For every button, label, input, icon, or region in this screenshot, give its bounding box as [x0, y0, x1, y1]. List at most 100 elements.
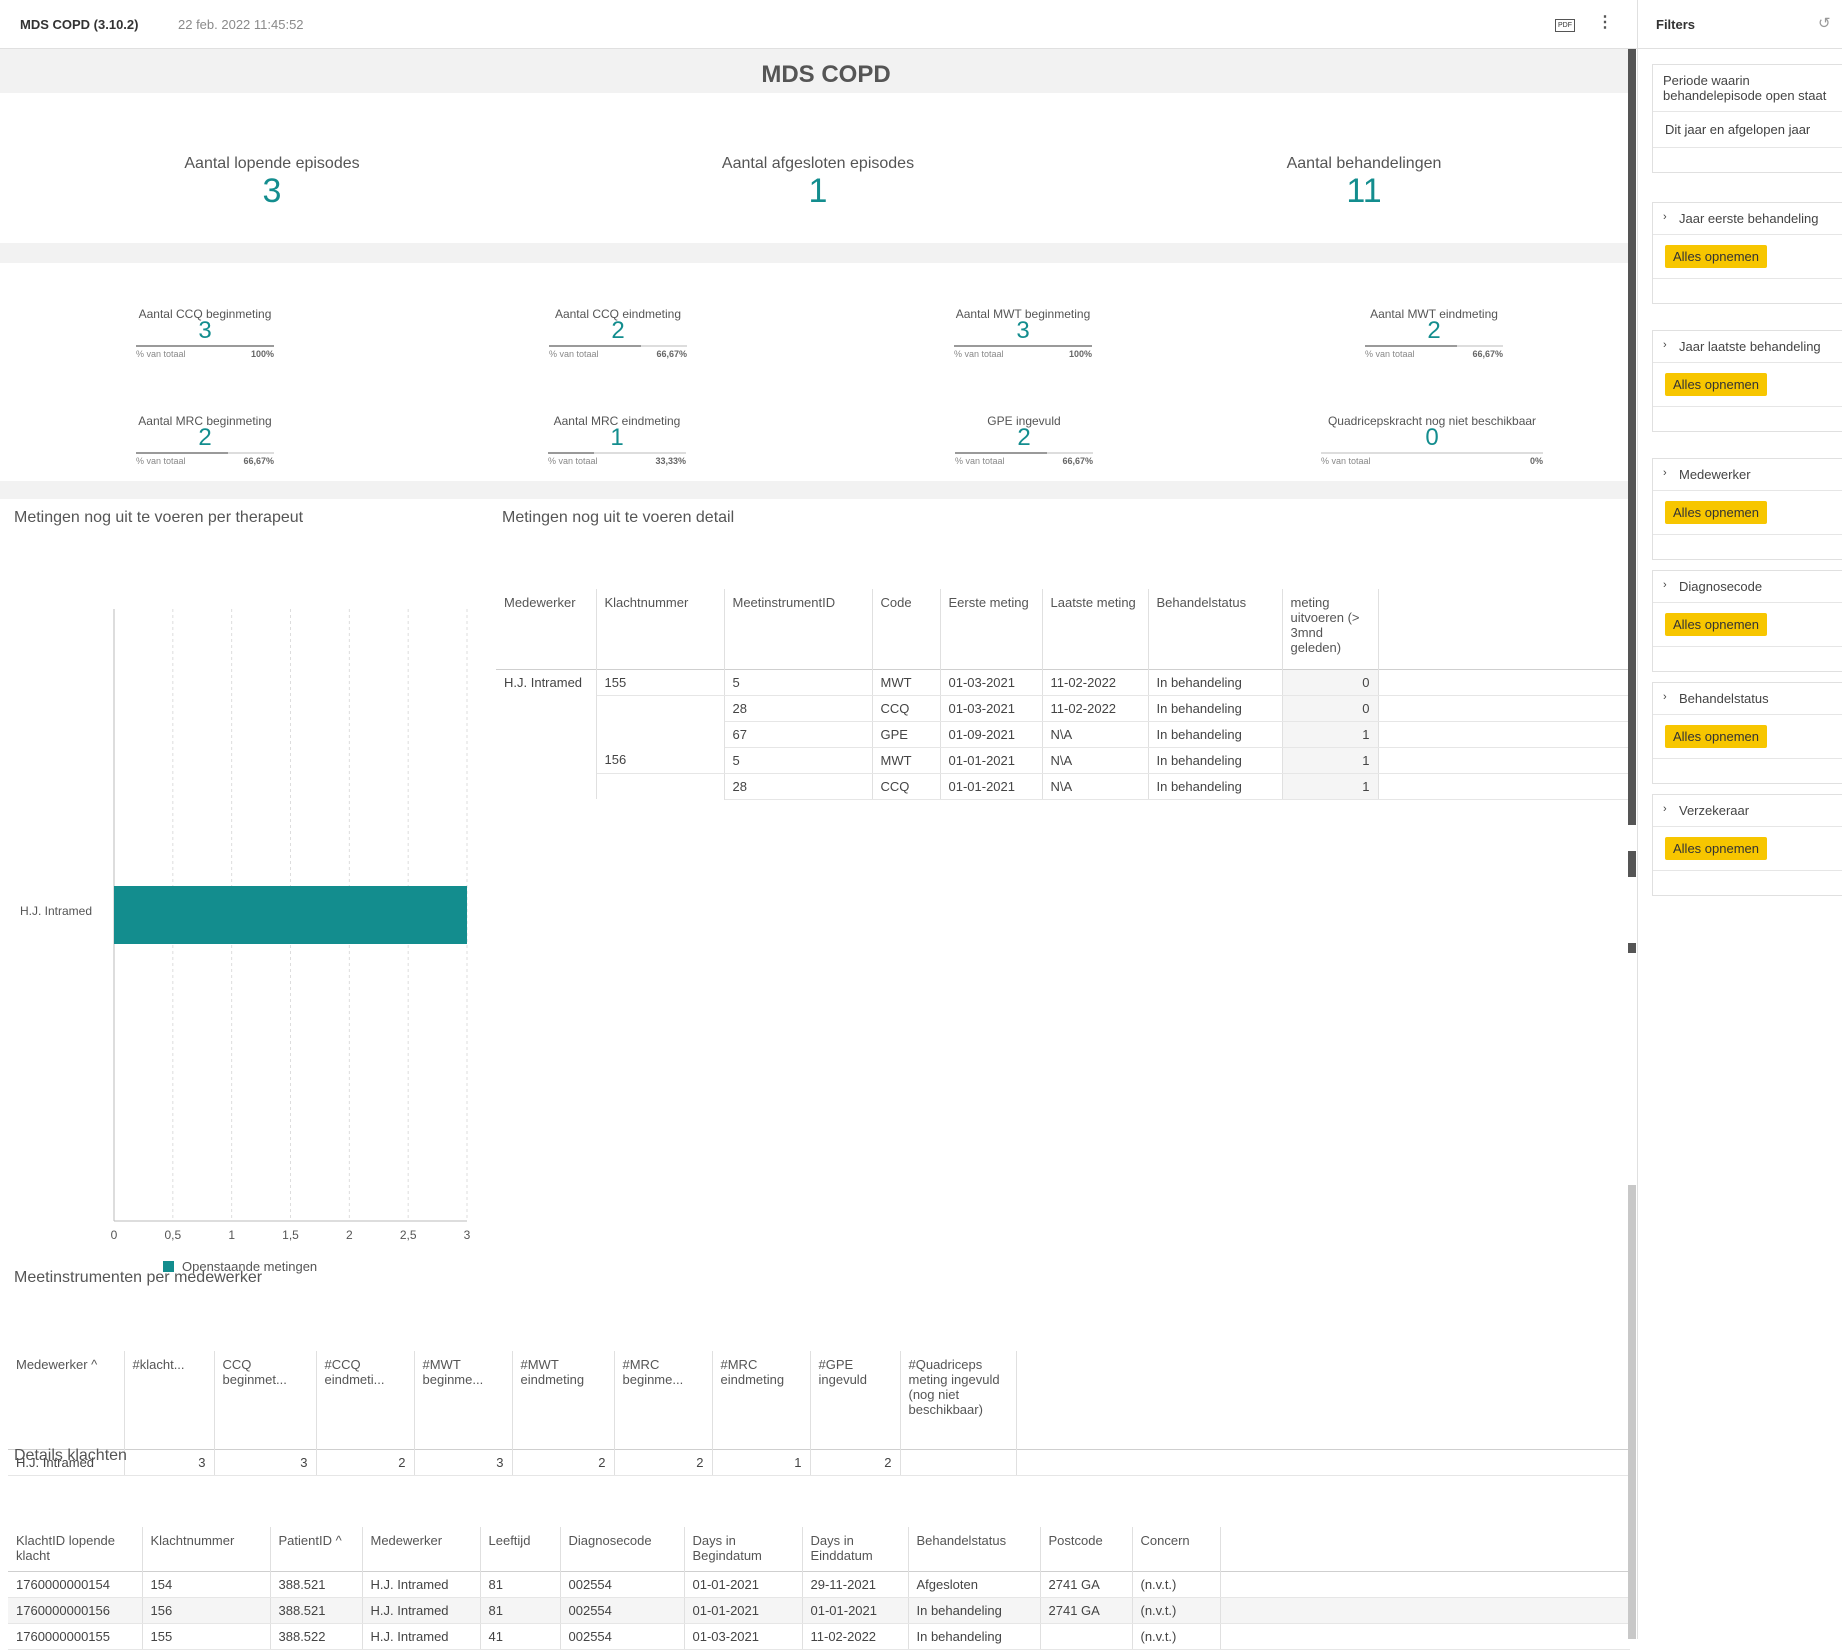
pct-value: 100%: [250, 349, 274, 359]
klacht-col-header[interactable]: Diagnosecode: [560, 1527, 685, 1571]
alles-opnemen-button[interactable]: Alles opnemen: [1665, 501, 1767, 524]
table-row[interactable]: 1760000000155 155 388.522 H.J. Intramed 41 00…: [8, 1623, 1630, 1650]
table-cell: 29-11-2021: [802, 1571, 909, 1598]
sort-asc-icon[interactable]: ^: [331, 1533, 342, 1548]
filter-header[interactable]: › Jaar laatste behandeling: [1653, 331, 1842, 363]
reset-icon[interactable]: ↺: [1818, 15, 1831, 32]
klacht-col-header[interactable]: Days in Einddatum: [802, 1527, 909, 1571]
meet-table: Medewerker ^ #klacht... CCQ beginmet... #CC…: [8, 1351, 1630, 1476]
pct-label: % van totaal: [955, 456, 1005, 466]
table-cell: In behandeling: [1148, 669, 1283, 696]
detail-col-header[interactable]: MeetinstrumentID: [724, 589, 873, 669]
table-cell: [496, 747, 597, 773]
table-cell: [496, 695, 597, 721]
klacht-col-header[interactable]: PatientID ^: [270, 1527, 363, 1571]
meet-col-header[interactable]: CCQ beginmet...: [214, 1351, 317, 1449]
klacht-col-header[interactable]: Klachtnummer: [142, 1527, 271, 1571]
table-cell: CCQ: [872, 773, 941, 800]
table-row[interactable]: 1760000000154 154 388.521 H.J. Intramed 81 00…: [8, 1571, 1630, 1598]
table-cell: 0: [1282, 695, 1379, 722]
table-row[interactable]: H.J. Intramed 3 3 2 3 2 2 1 2: [8, 1449, 1630, 1476]
x-tick-label: 1,5: [282, 1228, 299, 1242]
klacht-col-header[interactable]: Medewerker: [362, 1527, 481, 1571]
table-cell: [596, 721, 725, 747]
klacht-col-header[interactable]: Behandelstatus: [908, 1527, 1041, 1571]
detail-col-header[interactable]: Behandelstatus: [1148, 589, 1283, 669]
meet-title: Meetinstrumenten per medewerker: [14, 1269, 263, 1286]
meet-body: H.J. Intramed 3 3 2 3 2 2 1 2: [8, 1449, 1630, 1476]
alles-opnemen-button[interactable]: Alles opnemen: [1665, 373, 1767, 396]
klacht-col-header[interactable]: Days in Begindatum: [684, 1527, 803, 1571]
filter-periode-value[interactable]: Dit jaar en afgelopen jaar: [1653, 112, 1842, 148]
scrollbar-thumb[interactable]: [1628, 49, 1636, 825]
detail-col-header[interactable]: Code: [872, 589, 941, 669]
bar[interactable]: [114, 886, 467, 944]
legend-swatch: [163, 1261, 174, 1272]
table-cell: H.J. Intramed: [8, 1449, 125, 1476]
table-cell: 2741 GA: [1040, 1597, 1133, 1624]
meet-col-header[interactable]: #MWT beginme...: [414, 1351, 513, 1449]
table-row[interactable]: 67 GPE 01-09-2021 N\A In behandeling 1: [496, 721, 1630, 748]
table-cell: 01-01-2021: [940, 747, 1043, 774]
chevron-right-icon: ›: [1663, 467, 1667, 479]
filter-header[interactable]: › Diagnosecode: [1653, 571, 1842, 603]
col-label: Concern: [1140, 1533, 1190, 1548]
filter-header[interactable]: › Jaar eerste behandeling: [1653, 203, 1842, 235]
col-label: Behandelstatus: [916, 1533, 1007, 1548]
detail-col-header[interactable]: meting uitvoeren (> 3mnd geleden): [1282, 589, 1379, 669]
col-label: #MWT beginme...: [422, 1357, 484, 1387]
filter-header[interactable]: › Medewerker: [1653, 459, 1842, 491]
kpi-value: 0: [1425, 424, 1439, 451]
table-cell: 1760000000154: [8, 1571, 143, 1598]
table-cell: N\A: [1042, 721, 1149, 748]
meet-col-header[interactable]: #CCQ eindmeti...: [316, 1351, 415, 1449]
x-tick-label: 0,5: [164, 1228, 181, 1242]
meet-col-header[interactable]: #Quadriceps meting ingevuld (nog niet be…: [900, 1351, 1017, 1449]
kpi-label: Aantal CCQ beginmeting: [138, 307, 272, 321]
kpi-mwt-eind: Aantal MWT eindmeting 2 % van totaal 66,6…: [1365, 307, 1503, 359]
pct-value: 33,33%: [655, 456, 686, 466]
kpi-label: Aantal lopende episodes: [184, 155, 360, 172]
kpi-progress-fill: [1365, 345, 1457, 347]
alles-opnemen-button[interactable]: Alles opnemen: [1665, 245, 1767, 268]
filter-header[interactable]: › Verzekeraar: [1653, 795, 1842, 827]
meet-col-header[interactable]: Medewerker ^: [8, 1351, 125, 1449]
table-cell: CCQ: [872, 695, 941, 722]
alles-opnemen-button[interactable]: Alles opnemen: [1665, 837, 1767, 860]
detail-title: Metingen nog uit te voeren detail: [502, 509, 735, 526]
table-row[interactable]: 28 CCQ 01-03-2021 11-02-2022 In behandeling 0: [496, 695, 1630, 722]
meet-col-header[interactable]: #MRC beginme...: [614, 1351, 713, 1449]
detail-col-header[interactable]: Klachtnummer: [596, 589, 725, 669]
meet-col-header[interactable]: #MRC eindmeting: [712, 1351, 811, 1449]
klacht-col-header[interactable]: Leeftijd: [480, 1527, 561, 1571]
pdf-export-icon[interactable]: PDF: [1555, 19, 1575, 32]
detail-col-header[interactable]: Eerste meting: [940, 589, 1043, 669]
pct-label: % van totaal: [1321, 456, 1371, 466]
detail-col-header[interactable]: Laatste meting: [1042, 589, 1149, 669]
klacht-col-header[interactable]: Concern: [1132, 1527, 1221, 1571]
kpi-progress-bar: [955, 452, 1093, 454]
table-cell: 1760000000155: [8, 1623, 143, 1650]
table-cell: 01-03-2021: [684, 1623, 803, 1650]
table-row[interactable]: H.J. Intramed 155 5 MWT 01-03-2021 11-02-2022…: [496, 669, 1630, 696]
dashboard-scrollbar[interactable]: [1628, 49, 1636, 1639]
table-row[interactable]: 1760000000156 156 388.521 H.J. Intramed 81 00…: [8, 1597, 1630, 1624]
detail-col-header[interactable]: Medewerker: [496, 589, 597, 669]
table-row[interactable]: 28 CCQ 01-01-2021 N\A In behandeling 1: [496, 773, 1630, 800]
filter-header[interactable]: › Behandelstatus: [1653, 683, 1842, 715]
meet-col-header[interactable]: #MWT eindmeting: [512, 1351, 615, 1449]
kpi-value: 11: [1346, 172, 1382, 210]
x-tick-label: 2,5: [400, 1228, 417, 1242]
detail-body: H.J. Intramed 155 5 MWT 01-03-2021 11-02-2022…: [496, 669, 1630, 800]
sort-asc-icon[interactable]: ^: [87, 1357, 98, 1372]
table-row[interactable]: 156 5 MWT 01-01-2021 N\A In behandeling 1: [496, 747, 1630, 774]
klacht-col-header[interactable]: Postcode: [1040, 1527, 1133, 1571]
alles-opnemen-button[interactable]: Alles opnemen: [1665, 725, 1767, 748]
meet-col-header[interactable]: #GPE ingevuld: [810, 1351, 901, 1449]
table-cell: 2741 GA: [1040, 1571, 1133, 1598]
alles-opnemen-button[interactable]: Alles opnemen: [1665, 613, 1767, 636]
klacht-col-header[interactable]: KlachtID lopende klacht: [8, 1527, 143, 1571]
meet-col-header[interactable]: #klacht...: [124, 1351, 215, 1449]
more-options-icon[interactable]: ⋮: [1597, 14, 1613, 31]
